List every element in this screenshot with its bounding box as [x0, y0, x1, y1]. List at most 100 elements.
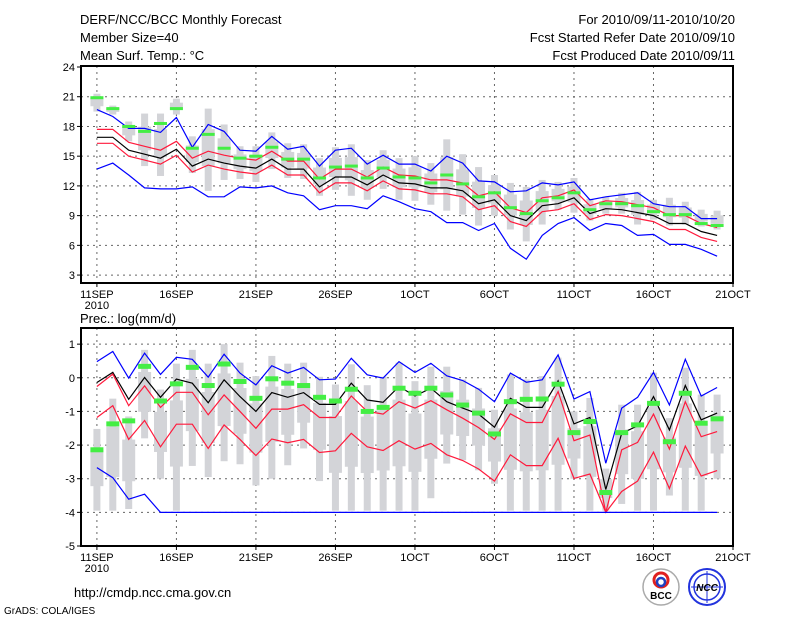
ensemble-box [313, 167, 327, 185]
precip-panel-title: Prec.: log(mm/d) [80, 311, 176, 326]
observed-marker [138, 129, 152, 133]
ensemble-box [328, 416, 342, 473]
observed-marker [169, 107, 183, 111]
ensemble-box [376, 410, 390, 471]
ensemble-box [265, 141, 279, 159]
observed-marker [615, 430, 629, 436]
start-date: Fcst Started Refer Date 2010/09/10 [530, 30, 735, 45]
figure-title: DERF/NCC/BCC Monthly Forecast [80, 12, 282, 27]
observed-marker [599, 490, 613, 496]
ensemble-box [631, 431, 645, 479]
observed-marker [313, 394, 327, 400]
observed-marker [154, 398, 168, 404]
observed-marker [90, 447, 104, 453]
observed-marker [583, 208, 597, 212]
observed-marker [567, 430, 581, 436]
observed-marker [392, 385, 406, 391]
ensemble-box [567, 428, 581, 459]
series-max-line [96, 109, 718, 220]
y-tick-label: 9 [69, 211, 75, 223]
ensemble-box [583, 426, 597, 477]
x-tick-label: 11OCT [557, 289, 592, 301]
observed-marker [551, 196, 565, 200]
ensemble-box [646, 204, 660, 214]
ncc-logo: NCC [688, 568, 726, 606]
series-mean-line [96, 136, 718, 236]
observed-marker [217, 361, 231, 367]
observed-marker [313, 176, 327, 180]
observed-marker [201, 132, 215, 136]
observed-marker [376, 166, 390, 170]
series-mean-line [96, 371, 718, 490]
ensemble-box [646, 407, 660, 470]
observed-marker [710, 416, 724, 422]
y-tick-label: 15 [63, 151, 75, 163]
observed-marker [169, 381, 183, 387]
observed-marker [503, 399, 517, 405]
ensemble-box [678, 207, 692, 218]
ensemble-box [424, 399, 438, 459]
ensemble-box [503, 194, 517, 216]
observed-marker [551, 381, 565, 387]
ensemble-box [710, 415, 724, 454]
x-tick-label: 16OCT [636, 289, 672, 301]
x-tick-label: 21OCT [715, 289, 751, 301]
observed-marker [694, 420, 708, 426]
series-lower-line [96, 142, 718, 242]
observed-marker [456, 182, 470, 186]
ensemble-box [154, 129, 168, 158]
ensemble-box [217, 138, 231, 164]
observed-marker [138, 363, 152, 369]
observed-marker [106, 107, 120, 111]
observed-marker [535, 396, 549, 402]
series-lower-line [96, 404, 718, 514]
ensemble-box [392, 399, 406, 467]
observed-marker [106, 421, 120, 427]
observed-marker [297, 157, 311, 161]
series-upper-line [96, 128, 718, 229]
x-tick-label: 21SEP [239, 552, 273, 564]
observed-marker [631, 422, 645, 428]
observed-marker [265, 145, 279, 149]
observed-marker [217, 146, 231, 150]
observed-marker [615, 202, 629, 206]
x-tick-label: 11SEP [80, 289, 113, 301]
x-tick-label: 11OCT [557, 552, 592, 564]
observed-marker [233, 156, 247, 160]
observed-marker [344, 386, 358, 392]
observed-marker [201, 383, 215, 389]
observed-marker [678, 213, 692, 217]
series-min-line [96, 162, 718, 261]
ensemble-box [217, 373, 231, 427]
observed-marker [424, 385, 438, 391]
ensemble-box [710, 215, 724, 224]
y-tick-label: 0 [69, 373, 75, 385]
variable-label: Mean Surf. Temp.: °C [80, 48, 204, 63]
y-tick-label: -5 [65, 541, 75, 553]
ensemble-box [313, 402, 327, 450]
x-tick-label: 1OCT [400, 552, 430, 564]
observed-marker [535, 199, 549, 203]
website-url[interactable]: http://cmdp.ncc.cma.gov.cn [74, 585, 231, 600]
grads-credit: GrADS: COLA/IGES [4, 606, 95, 617]
x-tick-label: 21OCT [715, 552, 751, 564]
ensemble-box [169, 400, 183, 467]
series-max-line [96, 350, 718, 464]
x-tick-label: 16SEP [159, 552, 193, 564]
y-tick-label: 1 [69, 339, 75, 351]
ensemble-box [694, 423, 708, 476]
observed-marker [376, 404, 390, 410]
observed-marker [249, 395, 263, 401]
observed-marker [440, 392, 454, 398]
ensemble-box [360, 416, 374, 474]
ensemble-box [281, 389, 295, 435]
y-tick-label: -4 [65, 507, 75, 519]
temperature-panel: 3 6 9 12 15 18 21 24 11SEP 16SEP 21SEP 26SEP 1OCT 6OC… [63, 62, 751, 312]
observed-marker [281, 380, 295, 386]
bcc-logo: BCC [642, 568, 680, 606]
observed-marker [440, 173, 454, 177]
plot-frame [80, 327, 734, 547]
member-size: Member Size=40 [80, 30, 179, 45]
y-tick-label: -1 [65, 406, 75, 418]
